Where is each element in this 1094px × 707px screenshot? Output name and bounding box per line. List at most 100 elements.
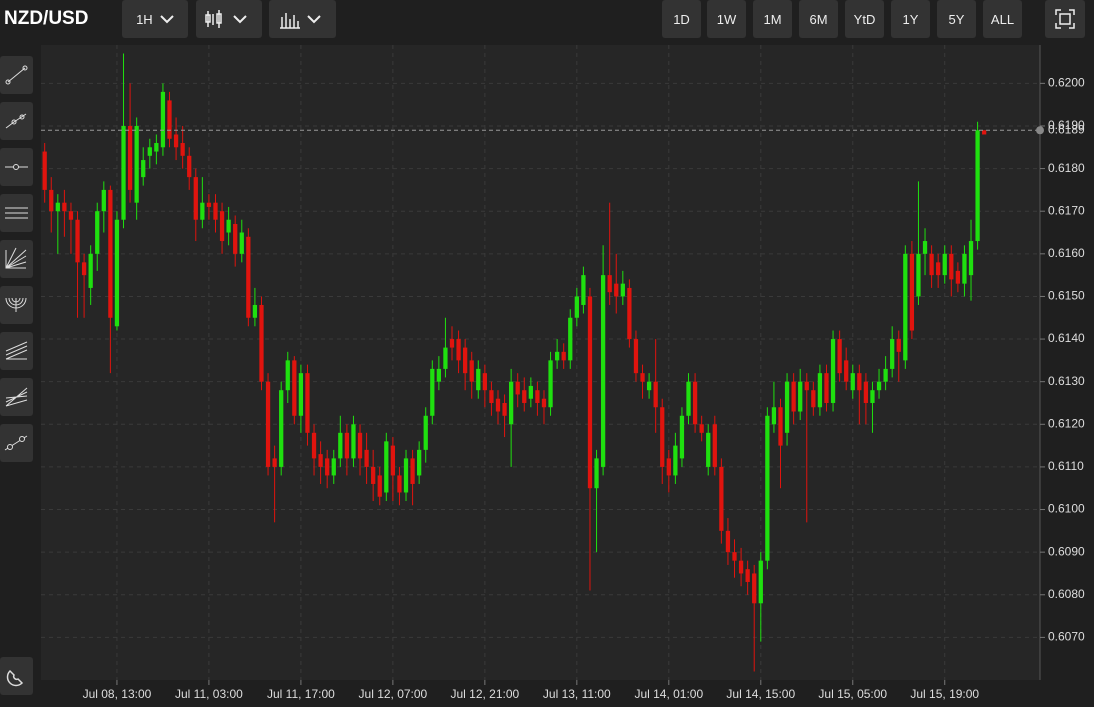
chart-icon xyxy=(279,13,321,29)
tool-fib[interactable] xyxy=(0,332,33,370)
candle-body xyxy=(522,390,527,403)
candle-body xyxy=(561,351,566,361)
candle-body xyxy=(890,339,895,369)
candle-body xyxy=(955,270,961,284)
y-tick-label: 0.6190 xyxy=(1048,118,1085,132)
candle-body xyxy=(338,432,343,459)
chart-type-button[interactable] xyxy=(269,0,336,38)
candle-type-button[interactable] xyxy=(196,0,262,38)
candle-body xyxy=(686,381,691,416)
range-button[interactable]: ALL xyxy=(983,0,1022,38)
candle-body xyxy=(390,445,396,476)
candle-body xyxy=(364,449,369,467)
y-tick-label: 0.6100 xyxy=(1048,502,1085,516)
candle-body xyxy=(568,317,573,361)
candle-body xyxy=(160,91,166,148)
candle-body xyxy=(68,211,74,220)
tool-arc[interactable] xyxy=(0,286,33,324)
candle-body xyxy=(962,253,967,284)
candle-body xyxy=(758,560,763,604)
x-tick-label: Jul 15, 05:00 xyxy=(818,687,887,701)
y-tick-label: 0.6080 xyxy=(1048,587,1085,601)
candle-body xyxy=(646,381,652,391)
x-tick-label: Jul 08, 13:00 xyxy=(83,687,152,701)
candle-body xyxy=(377,475,382,497)
candle-body xyxy=(298,373,304,416)
candle-body xyxy=(62,202,67,212)
candle-body xyxy=(574,296,579,318)
candle-body xyxy=(443,347,448,369)
candle-body xyxy=(292,360,297,416)
candle-body xyxy=(850,373,855,391)
tool-path[interactable] xyxy=(0,424,33,462)
candle-body xyxy=(95,211,100,254)
candle-body xyxy=(246,236,251,318)
candle-body xyxy=(837,339,842,374)
candle-body xyxy=(541,398,547,408)
candle-body xyxy=(456,339,461,361)
candle-body xyxy=(554,351,560,361)
fullscreen-button[interactable] xyxy=(1045,0,1085,38)
range-button[interactable]: 6M xyxy=(799,0,838,38)
tool-horizontal[interactable] xyxy=(0,148,33,186)
range-button[interactable]: 1W xyxy=(707,0,746,38)
x-tick-label: Jul 12, 07:00 xyxy=(359,687,428,701)
tool-magnet[interactable] xyxy=(0,657,33,695)
candle-body xyxy=(430,368,435,416)
tool-fan[interactable] xyxy=(0,240,33,278)
candle-body xyxy=(719,466,724,531)
range-button[interactable]: 1D xyxy=(662,0,701,38)
candle-body xyxy=(127,125,133,190)
candle-body xyxy=(949,253,954,280)
candle-body xyxy=(968,241,974,276)
candle-body xyxy=(594,458,599,489)
candle-body xyxy=(666,458,671,476)
candle-body xyxy=(49,189,54,212)
candle-body xyxy=(909,253,915,331)
candle-body xyxy=(410,458,415,484)
last-price-dot xyxy=(1036,126,1044,135)
candle-body xyxy=(620,283,625,297)
tool-channel[interactable] xyxy=(0,194,33,232)
tool-pitchfork[interactable] xyxy=(0,378,33,416)
y-tick-label: 0.6120 xyxy=(1048,416,1085,430)
candle-body xyxy=(791,381,796,412)
candle-body xyxy=(397,475,402,493)
range-button[interactable]: 1M xyxy=(753,0,792,38)
tool-ray[interactable] xyxy=(0,102,33,140)
y-tick-label: 0.6130 xyxy=(1048,374,1085,388)
candle-body xyxy=(752,573,757,604)
candle-body xyxy=(712,424,717,467)
candle-body xyxy=(101,189,106,212)
candle-body xyxy=(351,424,356,459)
tool-line[interactable] xyxy=(0,56,33,94)
candle-body xyxy=(811,390,816,408)
candle-body xyxy=(673,445,678,476)
candle-body xyxy=(305,373,310,433)
candle-body xyxy=(876,381,882,391)
y-tick-label: 0.6200 xyxy=(1048,76,1085,90)
candle-body xyxy=(653,381,658,408)
range-button[interactable]: 1Y xyxy=(891,0,930,38)
candle-body xyxy=(502,402,507,416)
range-button[interactable]: YtD xyxy=(845,0,884,38)
range-button[interactable]: 5Y xyxy=(937,0,976,38)
interval-label: 1H xyxy=(136,11,153,27)
candle-body xyxy=(765,415,770,561)
candle-body xyxy=(173,134,179,148)
candle-body xyxy=(357,432,363,459)
candle-body xyxy=(325,458,330,476)
interval-button[interactable]: 1H xyxy=(122,0,188,38)
candle-body xyxy=(371,466,376,484)
y-tick-label: 0.6070 xyxy=(1048,630,1085,644)
x-tick-label: Jul 14, 15:00 xyxy=(726,687,795,701)
candle-body xyxy=(830,339,836,403)
candle-body xyxy=(778,407,783,446)
candle-body xyxy=(213,202,218,220)
candle-body xyxy=(732,552,737,561)
candle-body xyxy=(508,381,514,425)
candle-body xyxy=(614,283,619,297)
candle-body xyxy=(535,390,540,403)
candle-body xyxy=(804,381,809,391)
plot-area xyxy=(41,45,1040,680)
